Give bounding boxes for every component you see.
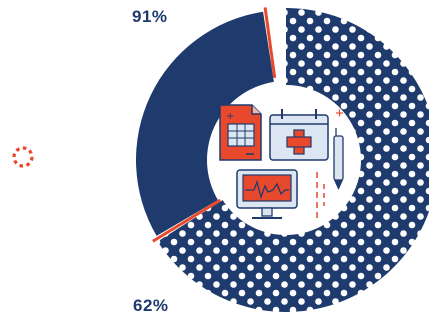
dotted-circle-icon [12,146,34,168]
decorative-dashes [316,172,325,221]
segment-divider-2 [263,7,277,78]
ring-segment-91 [157,8,429,312]
calendar-medical-icon [269,109,329,161]
data-label-62: 62% [133,296,169,315]
document-icon: + [219,104,262,161]
chart-arcs [136,7,429,312]
monitor-ecg-icon [236,169,298,219]
medical-illustration: + [219,104,344,221]
ring-segment-62 [136,11,274,236]
segment-divider-1 [152,198,222,243]
pen-icon [333,128,344,190]
sparkle-icon [336,109,343,117]
data-label-91: 91% [132,7,168,26]
svg-text:+: + [226,111,234,122]
